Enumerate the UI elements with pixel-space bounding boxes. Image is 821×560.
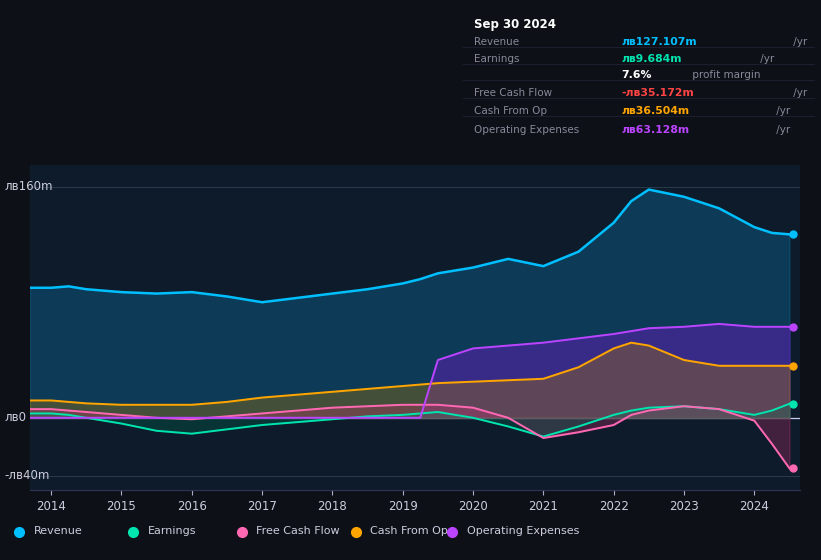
Text: лв9.684m: лв9.684m (621, 54, 682, 64)
Text: Cash From Op: Cash From Op (474, 106, 547, 116)
Text: лв127.107m: лв127.107m (621, 38, 697, 48)
Text: лв160m: лв160m (4, 180, 53, 193)
Text: Free Cash Flow: Free Cash Flow (474, 88, 552, 98)
Text: /yr: /yr (791, 88, 808, 98)
Text: /yr: /yr (773, 125, 791, 135)
Text: Cash From Op: Cash From Op (369, 526, 447, 536)
Text: Sep 30 2024: Sep 30 2024 (474, 17, 556, 31)
Text: -лв35.172m: -лв35.172m (621, 88, 694, 98)
Text: Free Cash Flow: Free Cash Flow (256, 526, 339, 536)
Text: /yr: /yr (757, 54, 774, 64)
Text: -лв40m: -лв40m (4, 469, 49, 482)
Text: Operating Expenses: Operating Expenses (466, 526, 579, 536)
Text: Operating Expenses: Operating Expenses (474, 125, 579, 135)
Text: /yr: /yr (791, 38, 808, 48)
Text: Earnings: Earnings (148, 526, 196, 536)
Text: Revenue: Revenue (34, 526, 82, 536)
Text: лв0: лв0 (4, 411, 26, 424)
Text: /yr: /yr (773, 106, 791, 116)
Text: лв36.504m: лв36.504m (621, 106, 690, 116)
Text: 7.6%: 7.6% (621, 70, 652, 80)
Text: Earnings: Earnings (474, 54, 519, 64)
Text: лв63.128m: лв63.128m (621, 125, 690, 135)
Text: profit margin: profit margin (689, 70, 760, 80)
Text: Revenue: Revenue (474, 38, 519, 48)
